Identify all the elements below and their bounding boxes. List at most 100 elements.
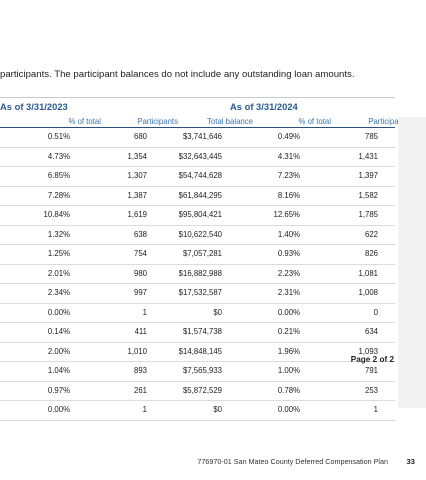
- cell-total-balance-2024: $1,574,738: [182, 327, 222, 336]
- cell-total-balance-2024: $7,565,933: [182, 366, 222, 375]
- cell-pct-2023: 0.14%: [47, 327, 70, 336]
- cell-participants-2024: 253: [364, 385, 378, 395]
- cell-pct-2023: 7.28%: [47, 190, 70, 200]
- cell-participants-2023: 1: [142, 405, 147, 414]
- cell-pct-2023: 6.85%: [47, 171, 70, 180]
- cell-total-balance-2024: $5,872,529: [182, 385, 222, 395]
- cell-participants-2024: 1,431: [358, 151, 378, 161]
- cell-pct-2024: 0.78%: [277, 385, 300, 395]
- cell-pct-2024: 0.49%: [277, 132, 300, 141]
- table-row: 6.85% 1,307 $54,744,628 7.23% 1,397: [0, 167, 395, 187]
- cell-pct-2024: 0.00%: [277, 405, 300, 414]
- table-row: 0.51% 680 $3,741,646 0.49% 785: [0, 128, 395, 148]
- cell-pct-2024: 2.31%: [277, 288, 300, 297]
- cell-participants-2023: 638: [133, 229, 147, 239]
- table-row: 2.01% 980 $16,882,988 2.23% 1,081: [0, 265, 395, 284]
- cell-pct-2024: 1.96%: [277, 346, 300, 356]
- column-header-participants-2024: Participants: [368, 117, 409, 126]
- cell-total-balance-2024: $32,643,445: [178, 151, 222, 161]
- cell-total-balance-2024: $54,744,628: [178, 171, 222, 180]
- column-header-total-balance-2024: Total balance: [207, 117, 253, 126]
- cell-participants-2023: 980: [133, 268, 147, 278]
- cell-participants-2023: 754: [133, 249, 147, 258]
- cell-total-balance-2024: $7,057,281: [182, 249, 222, 258]
- column-header-pct-2024: % of total: [298, 117, 331, 126]
- cell-pct-2023: 0.51%: [47, 132, 70, 141]
- table-row: 0.14% 411 $1,574,738 0.21% 634: [0, 323, 395, 343]
- cell-participants-2024: 1,081: [358, 268, 378, 278]
- column-header-pct-2023: % of total: [68, 117, 101, 126]
- cell-pct-2024: 8.16%: [277, 190, 300, 200]
- table-row: 1.04% 893 $7,565,933 1.00% 791: [0, 362, 395, 382]
- side-panel: [398, 117, 426, 408]
- cell-total-balance-2024: $17,532,587: [178, 288, 222, 297]
- cell-pct-2023: 2.34%: [47, 288, 70, 297]
- cell-participants-2024: 1,785: [358, 210, 378, 219]
- table-row: 7.28% 1,387 $61,844,295 8.16% 1,582: [0, 187, 395, 206]
- cell-pct-2023: 1.25%: [47, 249, 70, 258]
- cell-participants-2023: 1,010: [127, 346, 147, 356]
- cell-participants-2024: 1,008: [358, 288, 378, 297]
- cell-pct-2024: 2.23%: [277, 268, 300, 278]
- cell-participants-2023: 1,307: [127, 171, 147, 180]
- cell-participants-2024: 826: [364, 249, 378, 258]
- cell-participants-2024: 1: [373, 405, 378, 414]
- cell-participants-2024: 785: [364, 132, 378, 141]
- cell-total-balance-2024: $61,844,295: [178, 190, 222, 200]
- footer-plan-name: 776970-01 San Mateo County Deferred Comp…: [197, 457, 388, 466]
- cell-participants-2023: 1: [142, 307, 147, 317]
- cell-total-balance-2024: $14,848,145: [178, 346, 222, 356]
- cell-participants-2024: 1,582: [358, 190, 378, 200]
- table-row: 1.25% 754 $7,057,281 0.93% 826: [0, 245, 395, 265]
- cell-pct-2024: 1.40%: [277, 229, 300, 239]
- cell-participants-2023: 1,619: [127, 210, 147, 219]
- cell-participants-2023: 893: [133, 366, 147, 375]
- cell-pct-2023: 0.00%: [47, 307, 70, 317]
- column-header-rule: [0, 127, 395, 128]
- cell-pct-2024: 0.93%: [277, 249, 300, 258]
- page-indicator: Page 2 of 2: [350, 355, 394, 364]
- table-row: 0.00% 1 $0 0.00% 0: [0, 304, 395, 323]
- cell-pct-2023: 1.04%: [47, 366, 70, 375]
- cell-pct-2024: 4.31%: [277, 151, 300, 161]
- table-row: 0.97% 261 $5,872,529 0.78% 253: [0, 382, 395, 401]
- cell-participants-2023: 261: [133, 385, 147, 395]
- cell-total-balance-2024: $10,622,540: [178, 229, 222, 239]
- cell-pct-2024: 12.65%: [273, 210, 300, 219]
- table-row: 1.32% 638 $10,622,540 1.40% 622: [0, 226, 395, 245]
- cell-participants-2023: 997: [133, 288, 147, 297]
- cell-participants-2024: 634: [364, 327, 378, 336]
- cell-total-balance-2024: $0: [213, 405, 222, 414]
- intro-text: participants. The participant balances d…: [0, 69, 355, 80]
- cell-pct-2024: 0.00%: [277, 307, 300, 317]
- cell-participants-2024: 0: [373, 307, 378, 317]
- cell-pct-2024: 1.00%: [277, 366, 300, 375]
- cell-participants-2024: 1,397: [358, 171, 378, 180]
- cell-participants-2024: 1,093: [358, 346, 378, 356]
- cell-participants-2023: 680: [133, 132, 147, 141]
- column-header-participants-2023: Participants: [137, 117, 178, 126]
- table-row: 10.84% 1,619 $95,804,421 12.65% 1,785: [0, 206, 395, 226]
- cell-pct-2023: 2.01%: [47, 268, 70, 278]
- table-row: 2.34% 997 $17,532,587 2.31% 1,008: [0, 284, 395, 304]
- cell-pct-2023: 2.00%: [47, 346, 70, 356]
- cell-pct-2023: 10.84%: [43, 210, 70, 219]
- cell-total-balance-2024: $0: [213, 307, 222, 317]
- group-header-2024: As of 3/31/2024: [230, 101, 298, 112]
- cell-participants-2024: 791: [364, 366, 378, 375]
- cell-participants-2024: 622: [364, 229, 378, 239]
- cell-participants-2023: 1,387: [127, 190, 147, 200]
- cell-pct-2023: 1.32%: [47, 229, 70, 239]
- group-header-2023: As of 3/31/2023: [0, 101, 68, 112]
- cell-pct-2023: 0.00%: [47, 405, 70, 414]
- group-top-rule: [0, 97, 395, 98]
- cell-total-balance-2024: $16,882,988: [178, 268, 222, 278]
- cell-pct-2024: 0.21%: [277, 327, 300, 336]
- cell-pct-2023: 4.73%: [47, 151, 70, 161]
- table-row: 0.00% 1 $0 0.00% 1: [0, 401, 395, 421]
- table-row: 4.73% 1,354 $32,643,445 4.31% 1,431: [0, 148, 395, 167]
- cell-participants-2023: 411: [134, 327, 147, 336]
- cell-participants-2023: 1,354: [127, 151, 147, 161]
- cell-pct-2024: 7.23%: [277, 171, 300, 180]
- table-row: 2.00% 1,010 $14,848,145 1.96% 1,093: [0, 343, 395, 362]
